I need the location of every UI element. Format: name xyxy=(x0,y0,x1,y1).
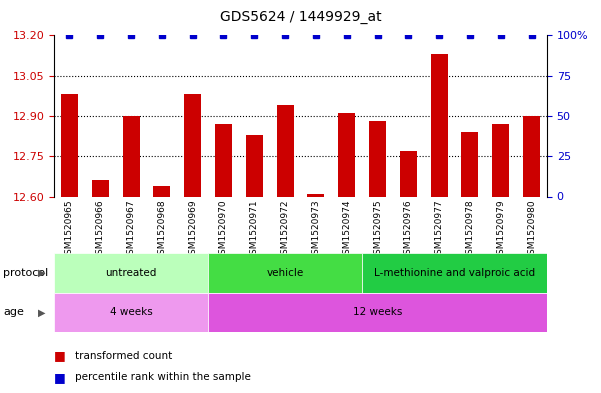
Bar xyxy=(462,132,478,196)
Text: ■: ■ xyxy=(54,349,66,362)
Text: GSM1520972: GSM1520972 xyxy=(281,199,290,260)
Bar xyxy=(492,124,509,196)
Bar xyxy=(362,253,547,293)
Text: transformed count: transformed count xyxy=(75,351,172,361)
Text: vehicle: vehicle xyxy=(266,268,304,278)
Text: L-methionine and valproic acid: L-methionine and valproic acid xyxy=(374,268,535,278)
Bar xyxy=(369,121,386,196)
Text: GSM1520976: GSM1520976 xyxy=(404,199,413,260)
Text: GSM1520970: GSM1520970 xyxy=(219,199,228,260)
Text: GSM1520978: GSM1520978 xyxy=(465,199,474,260)
Text: percentile rank within the sample: percentile rank within the sample xyxy=(75,372,251,382)
Text: GSM1520968: GSM1520968 xyxy=(157,199,166,260)
Text: GSM1520975: GSM1520975 xyxy=(373,199,382,260)
Text: ■: ■ xyxy=(54,371,66,384)
Bar xyxy=(185,94,201,196)
Bar xyxy=(400,151,416,196)
Bar xyxy=(523,116,540,196)
Bar xyxy=(208,293,547,332)
Text: ▶: ▶ xyxy=(38,268,45,278)
Text: ▶: ▶ xyxy=(38,307,45,318)
Text: 4 weeks: 4 weeks xyxy=(110,307,153,318)
Text: GSM1520974: GSM1520974 xyxy=(342,199,351,260)
Bar xyxy=(61,94,78,196)
Text: age: age xyxy=(3,307,24,318)
Bar xyxy=(246,135,263,196)
Bar xyxy=(92,180,109,196)
Bar xyxy=(208,253,362,293)
Text: GDS5624 / 1449929_at: GDS5624 / 1449929_at xyxy=(220,10,381,24)
Bar xyxy=(308,194,325,196)
Text: GSM1520969: GSM1520969 xyxy=(188,199,197,260)
Text: GSM1520967: GSM1520967 xyxy=(127,199,136,260)
Text: GSM1520973: GSM1520973 xyxy=(311,199,320,260)
Bar xyxy=(123,116,139,196)
Text: GSM1520977: GSM1520977 xyxy=(435,199,444,260)
Bar xyxy=(54,293,208,332)
Text: GSM1520971: GSM1520971 xyxy=(250,199,259,260)
Bar xyxy=(276,105,293,196)
Text: GSM1520965: GSM1520965 xyxy=(65,199,74,260)
Bar xyxy=(54,253,208,293)
Text: protocol: protocol xyxy=(3,268,48,278)
Bar xyxy=(215,124,232,196)
Text: GSM1520966: GSM1520966 xyxy=(96,199,105,260)
Text: GSM1520979: GSM1520979 xyxy=(496,199,505,260)
Text: GSM1520980: GSM1520980 xyxy=(527,199,536,260)
Bar xyxy=(153,186,170,196)
Text: untreated: untreated xyxy=(105,268,157,278)
Bar xyxy=(338,113,355,196)
Bar xyxy=(431,54,448,196)
Text: 12 weeks: 12 weeks xyxy=(353,307,402,318)
